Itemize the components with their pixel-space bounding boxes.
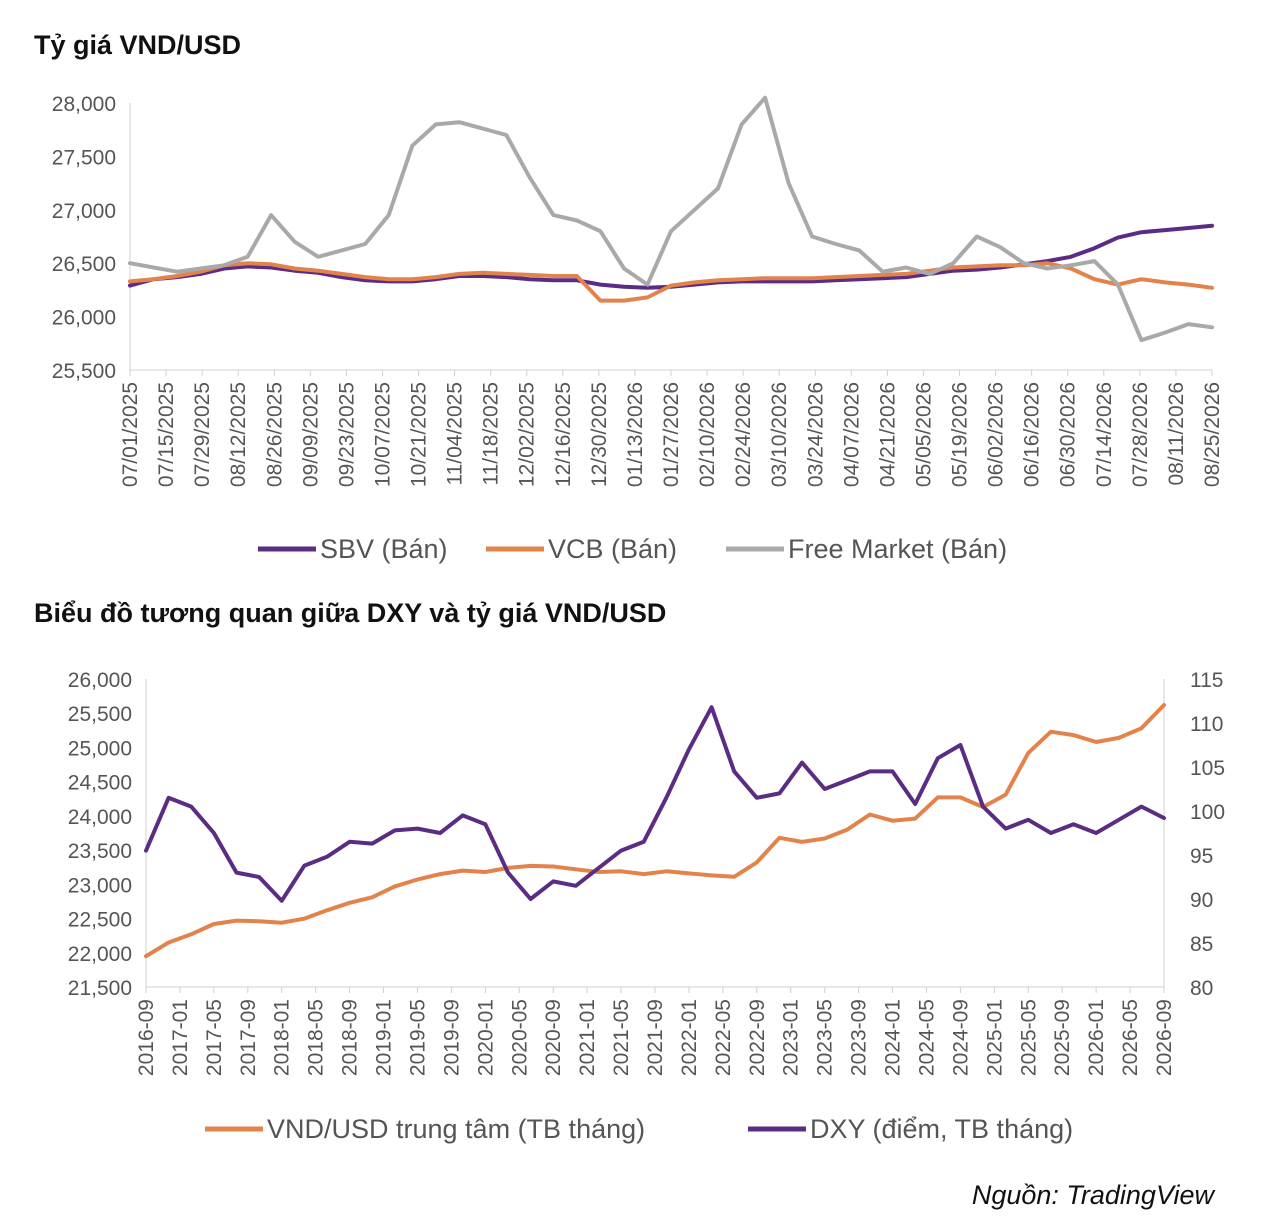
x-tick-label: 09/09/2025	[299, 382, 322, 487]
y2-tick-label: 110	[1190, 713, 1223, 736]
chart2-title: Biểu đồ tương quan giữa DXY và tỷ giá VN…	[34, 598, 667, 628]
x-tick-label: 2024-01	[882, 999, 905, 1076]
x-tick-label: 2023-09	[848, 999, 871, 1076]
x-tick-label: 2019-09	[440, 999, 463, 1076]
x-tick-label: 2025-01	[983, 999, 1006, 1076]
x-tick-label: 2018-05	[305, 999, 328, 1076]
x-tick-label: 2018-09	[339, 999, 362, 1076]
y-tick-label: 21,500	[68, 977, 132, 1000]
y-tick-label: 23,000	[68, 874, 132, 897]
x-tick-label: 2025-05	[1017, 999, 1040, 1076]
x-tick-label: 2023-01	[780, 999, 803, 1076]
y-tick-label: 22,500	[68, 909, 132, 932]
y-tick-label: 24,000	[68, 806, 132, 829]
y-tick-label: 27,500	[52, 146, 116, 169]
x-tick-label: 03/10/2026	[768, 382, 791, 487]
x-tick-label: 08/12/2025	[227, 382, 250, 487]
x-tick-label: 04/21/2026	[876, 382, 899, 487]
x-tick-label: 2022-01	[678, 999, 701, 1076]
y-tick-label: 22,000	[68, 943, 132, 966]
y-tick-label: 28,000	[52, 93, 116, 116]
x-tick-label: 2026-01	[1085, 999, 1108, 1076]
x-tick-label: 2020-01	[474, 999, 497, 1076]
x-tick-label: 2017-09	[237, 999, 260, 1076]
x-tick-label: 2026-05	[1119, 999, 1142, 1076]
y2-tick-label: 105	[1190, 757, 1225, 780]
x-tick-label: 10/21/2025	[408, 382, 431, 487]
y-tick-label: 27,000	[52, 200, 116, 223]
x-tick-label: 01/13/2026	[624, 382, 647, 487]
legend-label-1: DXY (điểm, TB tháng)	[810, 1114, 1073, 1144]
y-tick-label: 26,000	[68, 669, 132, 692]
x-tick-label: 08/26/2025	[263, 382, 286, 487]
y-tick-label: 24,500	[68, 772, 132, 795]
x-tick-label: 2024-09	[949, 999, 972, 1076]
y-tick-label: 26,000	[52, 307, 116, 330]
y2-tick-label: 90	[1190, 889, 1213, 912]
x-tick-label: 08/25/2026	[1201, 382, 1224, 487]
x-tick-label: 2021-09	[644, 999, 667, 1076]
x-tick-label: 2016-09	[135, 999, 158, 1076]
x-tick-label: 10/07/2025	[371, 382, 394, 487]
x-tick-label: 07/01/2025	[119, 382, 142, 487]
y-tick-label: 25,500	[52, 360, 116, 383]
x-tick-label: 2021-01	[576, 999, 599, 1076]
x-tick-label: 06/02/2026	[985, 382, 1008, 487]
x-tick-label: 2026-09	[1153, 999, 1176, 1076]
x-tick-label: 2024-05	[915, 999, 938, 1076]
x-tick-label: 05/19/2026	[949, 382, 972, 487]
legend-label-2: Free Market (Bán)	[788, 534, 1007, 564]
x-tick-label: 02/24/2026	[732, 382, 755, 487]
x-tick-label: 06/30/2026	[1057, 382, 1080, 487]
chart1-title: Tỷ giá VND/USD	[34, 30, 242, 60]
legend-label-0: VND/USD trung tâm (TB tháng)	[267, 1114, 645, 1144]
x-tick-label: 2025-09	[1051, 999, 1074, 1076]
y2-tick-label: 115	[1190, 669, 1223, 692]
x-tick-label: 2018-01	[271, 999, 294, 1076]
x-tick-label: 04/07/2026	[840, 382, 863, 487]
x-tick-label: 2020-05	[508, 999, 531, 1076]
series-line-0	[144, 703, 1166, 959]
x-tick-label: 02/10/2026	[696, 382, 719, 487]
x-tick-label: 12/02/2025	[516, 382, 539, 487]
y-tick-label: 25,000	[68, 737, 132, 760]
x-tick-label: 03/24/2026	[804, 382, 827, 487]
y-tick-label: 26,500	[52, 253, 116, 276]
x-tick-label: 2019-01	[373, 999, 396, 1076]
legend-label-1: VCB (Bán)	[548, 534, 677, 564]
x-tick-label: 2020-09	[542, 999, 565, 1076]
exchange-rate-chart: 25,500 26,000 26,500 27,000 27,500 28,000 07/0…	[52, 93, 1224, 564]
x-tick-label: 07/14/2026	[1093, 382, 1116, 487]
y2-tick-label: 85	[1190, 933, 1213, 956]
x-tick-label: 07/15/2025	[155, 382, 178, 487]
x-tick-label: 2022-05	[712, 999, 735, 1076]
x-tick-label: 06/16/2026	[1021, 382, 1044, 487]
x-tick-label: 11/18/2025	[480, 382, 503, 486]
x-tick-label: 2019-05	[406, 999, 429, 1076]
x-tick-label: 2017-05	[203, 999, 226, 1076]
y2-tick-label: 80	[1190, 977, 1213, 1000]
x-tick-label: 2023-05	[814, 999, 837, 1076]
series-line-2	[128, 95, 1214, 343]
x-tick-label: 2021-05	[610, 999, 633, 1076]
x-tick-label: 11/04/2025	[444, 382, 467, 486]
x-tick-label: 09/23/2025	[335, 382, 358, 487]
legend-label-0: SBV (Bán)	[320, 534, 448, 564]
x-tick-label: 08/11/2026	[1165, 382, 1188, 486]
x-tick-label: 07/28/2026	[1129, 382, 1152, 487]
x-tick-label: 01/27/2026	[660, 382, 683, 487]
x-tick-label: 12/30/2025	[588, 382, 611, 487]
y-tick-label: 23,500	[68, 840, 132, 863]
x-tick-label: 12/16/2025	[552, 382, 575, 487]
x-tick-label: 07/29/2025	[191, 382, 214, 487]
source-note: Nguồn: TradingView	[971, 1180, 1214, 1210]
y2-tick-label: 95	[1190, 845, 1213, 868]
x-tick-label: 2022-09	[746, 999, 769, 1076]
x-tick-label: 05/05/2026	[912, 382, 935, 487]
series-line-1	[144, 705, 1166, 903]
y2-tick-label: 100	[1190, 801, 1225, 824]
x-tick-label: 2017-01	[169, 999, 192, 1076]
y-tick-label: 25,500	[68, 703, 132, 726]
